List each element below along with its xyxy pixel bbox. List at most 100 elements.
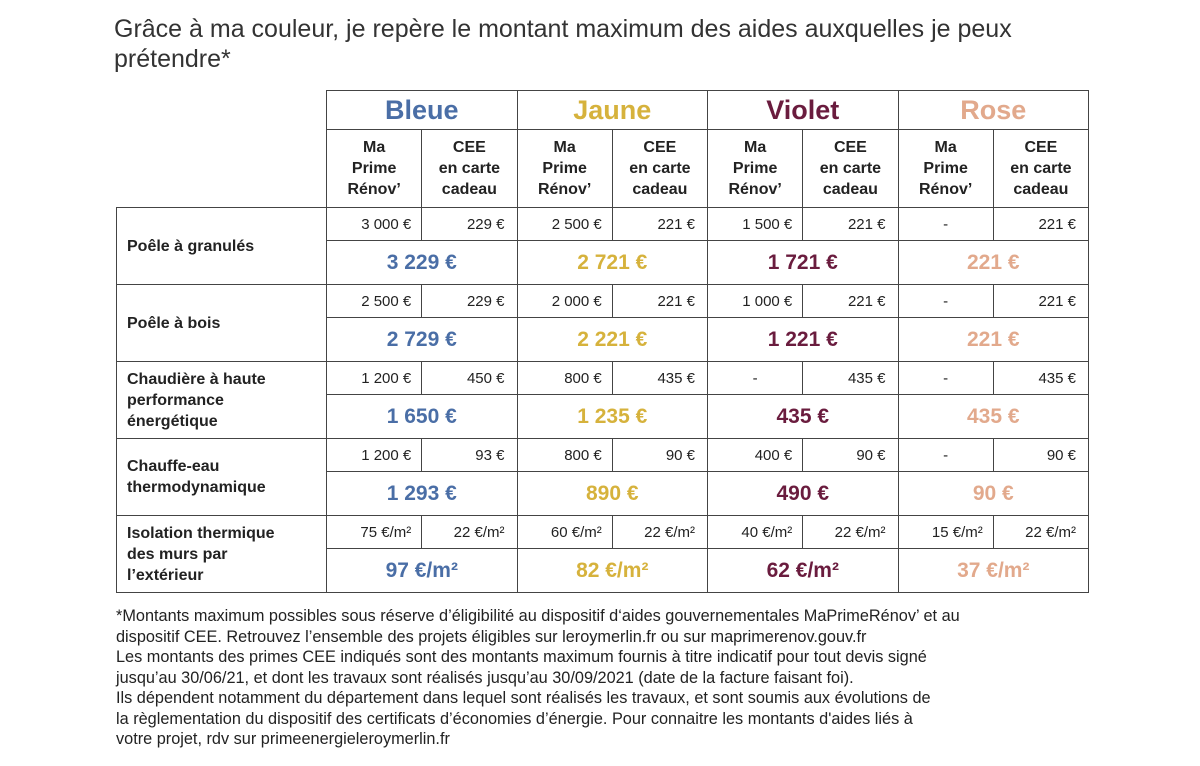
total-cell: 435 € bbox=[707, 394, 899, 439]
total-cell: 90 € bbox=[897, 471, 1090, 516]
amount-row: Chaudière à haute performance énergétiqu… bbox=[116, 361, 1090, 439]
group-header: Violet bbox=[707, 90, 899, 130]
footnote-line: votre projet, rdv sur primeenergieleroym… bbox=[116, 730, 450, 748]
amount-cell: 1 000 € bbox=[707, 284, 804, 318]
subheader: Ma Prime Rénov’ bbox=[897, 129, 994, 208]
title-line: Grâce à ma couleur, je repère le montant… bbox=[114, 15, 1012, 43]
total-cell: 2 221 € bbox=[516, 317, 709, 362]
amount-cell: 22 €/m² bbox=[611, 515, 709, 549]
amount-cell: 221 € bbox=[992, 207, 1090, 241]
amount-cell: 435 € bbox=[611, 361, 709, 395]
total-cell: 2 729 € bbox=[326, 317, 518, 362]
amount-cell: - bbox=[897, 284, 994, 318]
title: Grâce à ma couleur, je repère le montant… bbox=[114, 14, 1012, 74]
amount-row: Isolation thermique des murs par l’extér… bbox=[116, 515, 1090, 593]
group-row: Bleue Jaune Violet Rose bbox=[116, 90, 1090, 208]
row-label: Chauffe-eau thermodynamique bbox=[116, 438, 327, 516]
amount-cell: - bbox=[707, 361, 804, 395]
total-cell: 3 229 € bbox=[326, 240, 518, 285]
footnote-line: *Montants maximum possibles sous réserve… bbox=[116, 607, 960, 625]
amount-cell: 221 € bbox=[802, 207, 899, 241]
amount-cell: 800 € bbox=[516, 361, 613, 395]
footnote-line: Les montants des primes CEE indiqués son… bbox=[116, 648, 927, 666]
footnote: *Montants maximum possibles sous réserve… bbox=[116, 606, 960, 750]
amount-cell: 450 € bbox=[421, 361, 518, 395]
amount-cell: 40 €/m² bbox=[707, 515, 804, 549]
amount-cell: 435 € bbox=[992, 361, 1090, 395]
amount-cell: 90 € bbox=[611, 438, 709, 472]
subheader: CEE en carte cadeau bbox=[802, 129, 899, 208]
amount-cell: 22 €/m² bbox=[992, 515, 1090, 549]
subheader-row: Ma Prime Rénov’ CEE en carte cadeau Ma Pri… bbox=[117, 129, 1090, 208]
aid-table: Bleue Jaune Violet Rose Ma Prime Rénov’ CEE e… bbox=[116, 90, 1090, 593]
amount-cell: 229 € bbox=[421, 207, 518, 241]
subheader: Ma Prime Rénov’ bbox=[325, 129, 423, 208]
total-cell: 490 € bbox=[707, 471, 899, 516]
corner bbox=[116, 90, 327, 208]
total-cell: 62 €/m² bbox=[707, 548, 899, 593]
total-cell: 1 235 € bbox=[516, 394, 709, 439]
amount-cell: 221 € bbox=[611, 284, 709, 318]
amount-cell: 221 € bbox=[611, 207, 709, 241]
row-label: Poêle à bois bbox=[116, 284, 327, 362]
total-cell: 221 € bbox=[897, 317, 1090, 362]
amount-cell: 800 € bbox=[516, 438, 613, 472]
total-cell: 1 221 € bbox=[707, 317, 899, 362]
amount-cell: 2 500 € bbox=[325, 284, 423, 318]
footnote-line: dispositif CEE. Retrouvez l’ensemble des… bbox=[116, 627, 867, 646]
row-label: Poêle à granulés bbox=[116, 207, 327, 285]
subheader: CEE en carte cadeau bbox=[992, 129, 1090, 208]
amount-cell: 221 € bbox=[802, 284, 899, 318]
amount-cell: 3 000 € bbox=[325, 207, 423, 241]
amount-cell: - bbox=[897, 207, 994, 241]
amount-cell: 75 €/m² bbox=[325, 515, 423, 549]
amount-cell: 93 € bbox=[421, 438, 518, 472]
total-cell: 37 €/m² bbox=[897, 548, 1090, 593]
total-cell: 1 650 € bbox=[326, 394, 518, 439]
amount-cell: 1 500 € bbox=[707, 207, 804, 241]
group-header: Jaune bbox=[516, 90, 709, 130]
total-row: 2 729 €2 221 €1 221 €221 € bbox=[117, 317, 1090, 362]
amount-cell: 60 €/m² bbox=[516, 515, 613, 549]
total-cell: 97 €/m² bbox=[326, 548, 518, 593]
total-cell: 435 € bbox=[897, 394, 1090, 439]
total-cell: 890 € bbox=[516, 471, 709, 516]
total-row: 3 229 €2 721 €1 721 €221 € bbox=[117, 240, 1090, 285]
amount-cell: 22 €/m² bbox=[802, 515, 899, 549]
subheader: CEE en carte cadeau bbox=[421, 129, 518, 208]
amount-row: Poêle à granulés 3 000 €229 €2 500 €221 €… bbox=[116, 207, 1090, 285]
amount-cell: 22 €/m² bbox=[421, 515, 518, 549]
row-label: Isolation thermique des murs par l’extér… bbox=[116, 515, 327, 593]
footnote-line: jusqu’au 30/06/21, et dont les travaux s… bbox=[116, 668, 854, 687]
row-label: Chaudière à haute performance énergétiqu… bbox=[116, 361, 327, 439]
total-cell: 82 €/m² bbox=[516, 548, 709, 593]
group-header: Rose bbox=[897, 90, 1090, 130]
amount-cell: 2 500 € bbox=[516, 207, 613, 241]
footnote-line: la règlementation du dispositif des cert… bbox=[116, 709, 913, 728]
amount-cell: 15 €/m² bbox=[897, 515, 994, 549]
total-cell: 221 € bbox=[897, 240, 1090, 285]
amount-row: Poêle à bois 2 500 €229 €2 000 €221 €1 00… bbox=[116, 284, 1090, 362]
amount-cell: 221 € bbox=[992, 284, 1090, 318]
amount-cell: - bbox=[897, 438, 994, 472]
subheader: CEE en carte cadeau bbox=[611, 129, 709, 208]
amount-cell: - bbox=[897, 361, 994, 395]
amount-cell: 90 € bbox=[992, 438, 1090, 472]
amount-cell: 229 € bbox=[421, 284, 518, 318]
amount-row: Chauffe-eau thermodynamique 1 200 €93 €80… bbox=[116, 438, 1090, 516]
total-cell: 1 721 € bbox=[707, 240, 899, 285]
total-cell: 1 293 € bbox=[326, 471, 518, 516]
footnote-line: Ils dépendent notamment du département d… bbox=[116, 689, 931, 707]
group-header: Bleue bbox=[326, 90, 518, 130]
amount-cell: 2 000 € bbox=[516, 284, 613, 318]
amount-cell: 90 € bbox=[802, 438, 899, 472]
amount-cell: 1 200 € bbox=[325, 438, 423, 472]
total-cell: 2 721 € bbox=[516, 240, 709, 285]
amount-cell: 400 € bbox=[707, 438, 804, 472]
subheader: Ma Prime Rénov’ bbox=[516, 129, 613, 208]
total-row: 1 293 €890 €490 €90 € bbox=[117, 471, 1090, 516]
amount-cell: 1 200 € bbox=[325, 361, 423, 395]
total-row: 97 €/m² 82 €/m² 62 €/m² 37 €/m² bbox=[117, 548, 1090, 593]
